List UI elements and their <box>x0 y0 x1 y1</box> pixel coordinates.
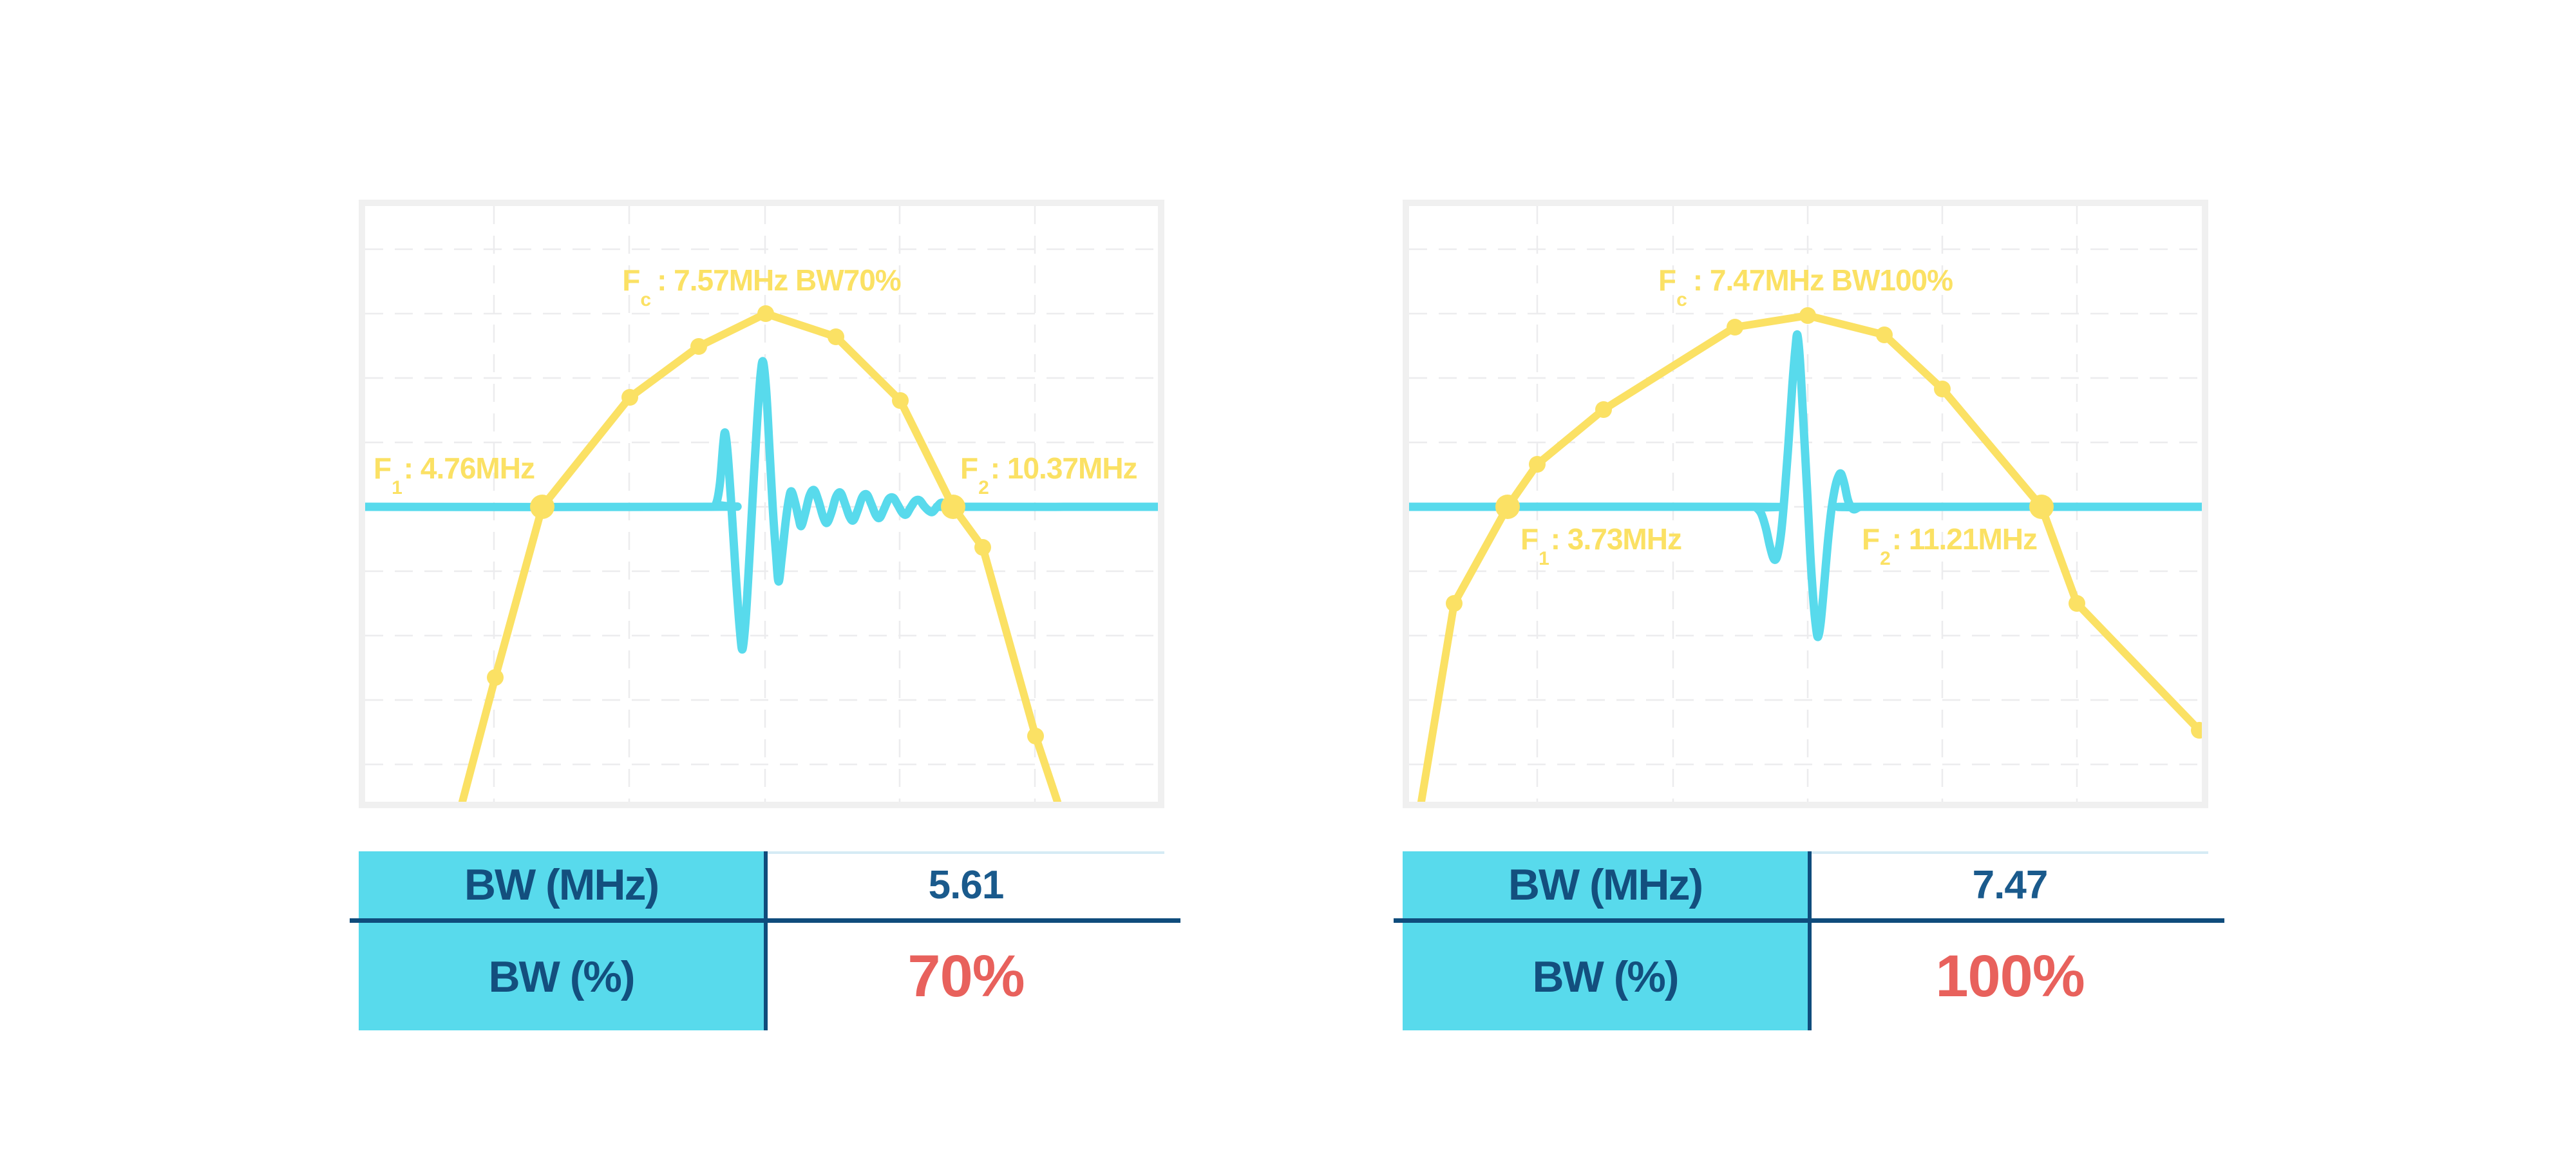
spectrum-marker <box>1934 381 1951 397</box>
fc-annotation-right: Fc: 7.47MHz BW100% <box>1409 263 2202 310</box>
chart-plot-area-left <box>365 206 1158 802</box>
bw-table-top-border <box>768 851 1164 854</box>
bw-pct-value: 100% <box>1935 943 2085 1009</box>
f1-prefix: F <box>374 451 392 485</box>
spectrum-marker <box>690 338 707 355</box>
spectrum-marker <box>1876 326 1893 343</box>
spectrum-marker <box>892 392 909 409</box>
fc-prefix: F <box>622 263 640 297</box>
bw-table-column-divider <box>1808 851 1812 1030</box>
cutoff-frequency-marker <box>1495 495 1520 519</box>
spectrum-chart-left: Fc: 7.57MHz BW70% F1: 4.76MHz F2: 10.37M… <box>359 200 1164 808</box>
spectrum-marker <box>487 669 504 686</box>
bw-mhz-label: BW (MHz) <box>464 860 659 909</box>
bw-table-top-border <box>1812 851 2208 854</box>
f1-annotation-left: F1: 4.76MHz <box>374 451 535 498</box>
fc-text: : 7.47MHz BW100% <box>1692 263 1953 297</box>
cutoff-frequency-marker <box>2029 495 2054 519</box>
chart-plot-area-right <box>1409 206 2202 802</box>
f1-annotation-right: F1: 3.73MHz <box>1520 522 1682 569</box>
bw-pct-label: BW (%) <box>488 952 636 1001</box>
bw-table-row-divider <box>350 918 1180 923</box>
bw-table-label-column <box>1403 851 1808 1030</box>
f1-subscript: 1 <box>392 477 402 499</box>
bw-pct-value: 70% <box>907 943 1025 1009</box>
spectrum-marker <box>974 539 991 556</box>
bw-pct-label: BW (%) <box>1532 952 1680 1001</box>
bw-table-left: BW (MHz) 5.61 BW (%) 70% <box>350 851 1180 1030</box>
bw-mhz-value: 7.47 <box>1972 862 2049 907</box>
f2-subscript: 2 <box>978 477 989 499</box>
pulse-waveform <box>1409 330 2202 641</box>
spectrum-marker <box>1529 456 1546 473</box>
f1-text: : 3.73MHz <box>1550 522 1682 556</box>
bw-table-label-column <box>359 851 764 1030</box>
spectrum-marker <box>1446 595 1463 612</box>
bw-mhz-label: BW (MHz) <box>1508 860 1703 909</box>
f2-prefix: F <box>960 451 978 485</box>
f2-subscript: 2 <box>1880 548 1891 570</box>
fc-text: : 7.57MHz BW70% <box>657 263 902 297</box>
pulse-waveform <box>365 357 1158 654</box>
spectrum-marker <box>828 328 844 345</box>
spectrum-curve <box>459 310 1061 802</box>
f1-prefix: F <box>1520 522 1539 556</box>
fc-annotation-left: Fc : 7.57MHz BW70% <box>365 263 1158 310</box>
spectrum-marker <box>2191 722 2202 739</box>
f2-text: : 10.37MHz <box>990 451 1138 485</box>
f1-text: : 4.76MHz <box>403 451 535 485</box>
f2-prefix: F <box>1862 522 1880 556</box>
spectrum-marker <box>621 389 638 406</box>
cutoff-frequency-marker <box>941 495 965 519</box>
bw-table-right: BW (MHz) 7.47 BW (%) 100% <box>1394 851 2224 1030</box>
fc-subscript: c <box>640 289 651 311</box>
spectrum-marker <box>1727 319 1743 336</box>
cutoff-frequency-marker <box>530 495 554 519</box>
fc-subscript: c <box>1676 289 1687 311</box>
f2-text: : 11.21MHz <box>1891 522 2038 556</box>
bw-mhz-value: 5.61 <box>928 862 1005 907</box>
fc-prefix: F <box>1658 263 1676 297</box>
spectrum-marker <box>1799 307 1816 324</box>
spectrum-marker <box>2069 595 2085 612</box>
spectrum-marker <box>1027 728 1044 744</box>
f1-subscript: 1 <box>1539 548 1549 570</box>
spectrum-marker <box>757 305 774 322</box>
spectrum-chart-right: Fc: 7.47MHz BW100% F1: 3.73MHz F2: 11.21… <box>1403 200 2208 808</box>
f2-annotation-left: F2: 10.37MHz <box>960 451 1138 498</box>
f2-annotation-right: F2: 11.21MHz <box>1862 522 2038 569</box>
bw-table-row-divider <box>1394 918 2224 923</box>
spectrum-marker <box>1595 401 1612 418</box>
bw-table-column-divider <box>764 851 768 1030</box>
